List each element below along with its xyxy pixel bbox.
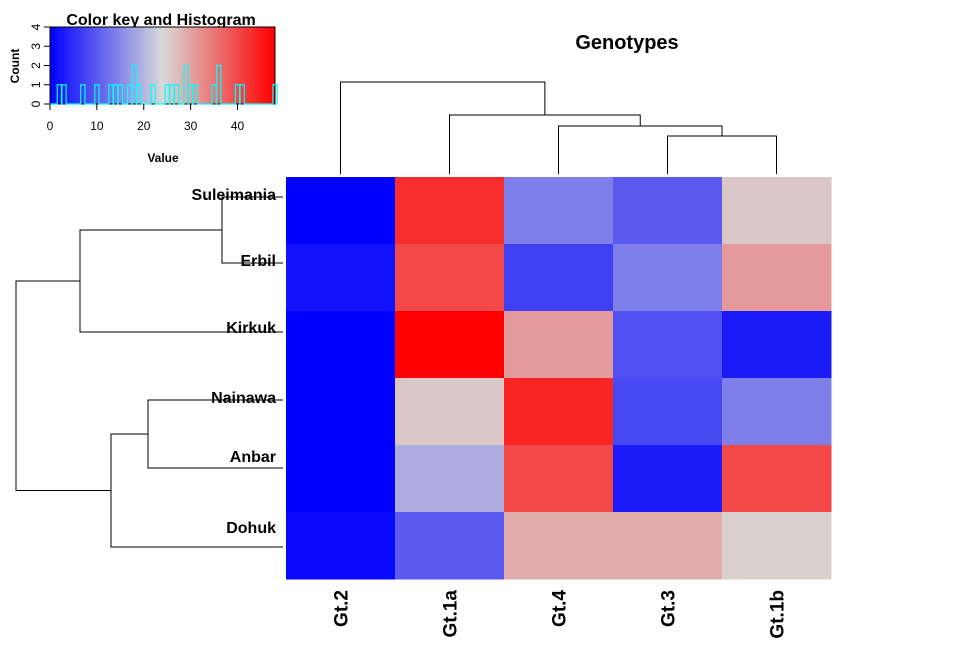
heatmap-cells	[286, 177, 832, 580]
dendrogram-branch	[449, 114, 641, 174]
column-dendrogram	[340, 81, 777, 174]
heatmap-cell	[722, 244, 832, 312]
color-key-x-tick-label: 40	[231, 119, 245, 133]
color-key-gradient	[49, 26, 276, 105]
column-label: Gt.1a	[441, 590, 462, 638]
heatmap-cell	[613, 378, 723, 446]
row-dendrogram	[15, 196, 283, 548]
heatmap-cell	[395, 512, 505, 580]
heatmap-cell	[286, 445, 396, 513]
heatmap-cell	[395, 378, 505, 446]
color-key-x-tick-label: 0	[47, 119, 54, 133]
color-key-y-axis: 0 1 2 3 4	[29, 23, 50, 107]
heatmap-cell	[504, 177, 614, 245]
row-label: Anbar	[230, 449, 276, 466]
color-key-histogram-line	[50, 64, 278, 105]
heatmap-cell	[504, 244, 614, 312]
heatmap-cell	[722, 378, 832, 446]
heatmap-cell	[613, 311, 723, 379]
dendrogram-branch	[558, 125, 723, 174]
heatmap-cell	[286, 311, 396, 379]
column-label: Gt.1b	[768, 590, 789, 639]
heatmap-cell	[504, 445, 614, 513]
heatmap-cell	[722, 311, 832, 379]
heatmap-cell	[722, 177, 832, 245]
heatmap-cell	[613, 244, 723, 312]
column-label: Gt.4	[550, 590, 571, 627]
heatmap-cell	[613, 445, 723, 513]
heatmap-cell	[504, 378, 614, 446]
color-key-ylabel: Count	[8, 49, 22, 84]
heatmap-cell	[722, 445, 832, 513]
heatmap-cell	[722, 512, 832, 580]
heatmap-cell	[613, 177, 723, 245]
color-key-x-axis: 0 10 20 30 40	[47, 104, 245, 133]
heatmap-cell	[286, 512, 396, 580]
column-label: Gt.3	[659, 590, 680, 627]
row-labels: Suleimania Erbil Kirkuk Nainawa Anbar Dohuk	[192, 187, 277, 537]
heatmap-cell	[286, 244, 396, 312]
heatmap-cell	[395, 445, 505, 513]
color-key-xlabel: Value	[147, 151, 179, 165]
dendrogram-branch	[667, 135, 777, 174]
row-label: Erbil	[240, 253, 276, 270]
column-label: Gt.2	[332, 590, 353, 627]
heatmap-cell	[286, 378, 396, 446]
dendrogram-branch	[79, 229, 283, 333]
heatmap-cell	[395, 177, 505, 245]
heatmap-cell	[613, 512, 723, 580]
heatmap-cell	[395, 244, 505, 312]
dendrogram-branch	[15, 280, 111, 491]
heatmap-cell	[395, 311, 505, 379]
color-key-x-tick-label: 10	[90, 119, 104, 133]
row-label: Nainawa	[211, 390, 276, 407]
row-label: Kirkuk	[226, 320, 276, 337]
color-key-histogram	[50, 64, 278, 105]
color-key-y-tick-label: 0	[29, 100, 43, 107]
column-labels: Gt.2 Gt.1a Gt.4 Gt.3 Gt.1b	[332, 590, 789, 639]
chart-title: Genotypes	[575, 32, 678, 54]
color-key: Color key and Histogram 0 10 20 30 40 01234 …	[8, 12, 278, 165]
color-key-y-tick-label: 4	[29, 23, 43, 30]
heatmap-cell	[504, 311, 614, 379]
color-key-title: Color key and Histogram	[66, 12, 255, 29]
heatmap-cell	[504, 512, 614, 580]
color-key-x-tick-label: 30	[184, 119, 198, 133]
heatmap-cell	[286, 177, 396, 245]
dendrogram-branch	[340, 81, 546, 174]
row-label: Dohuk	[226, 520, 276, 537]
row-label: Suleimania	[192, 187, 277, 204]
color-key-y-tick-label: 2	[29, 62, 43, 69]
color-key-y-tick-label: 1	[29, 81, 43, 88]
color-key-y-tick-label: 3	[29, 43, 43, 50]
color-key-x-tick-label: 20	[137, 119, 151, 133]
